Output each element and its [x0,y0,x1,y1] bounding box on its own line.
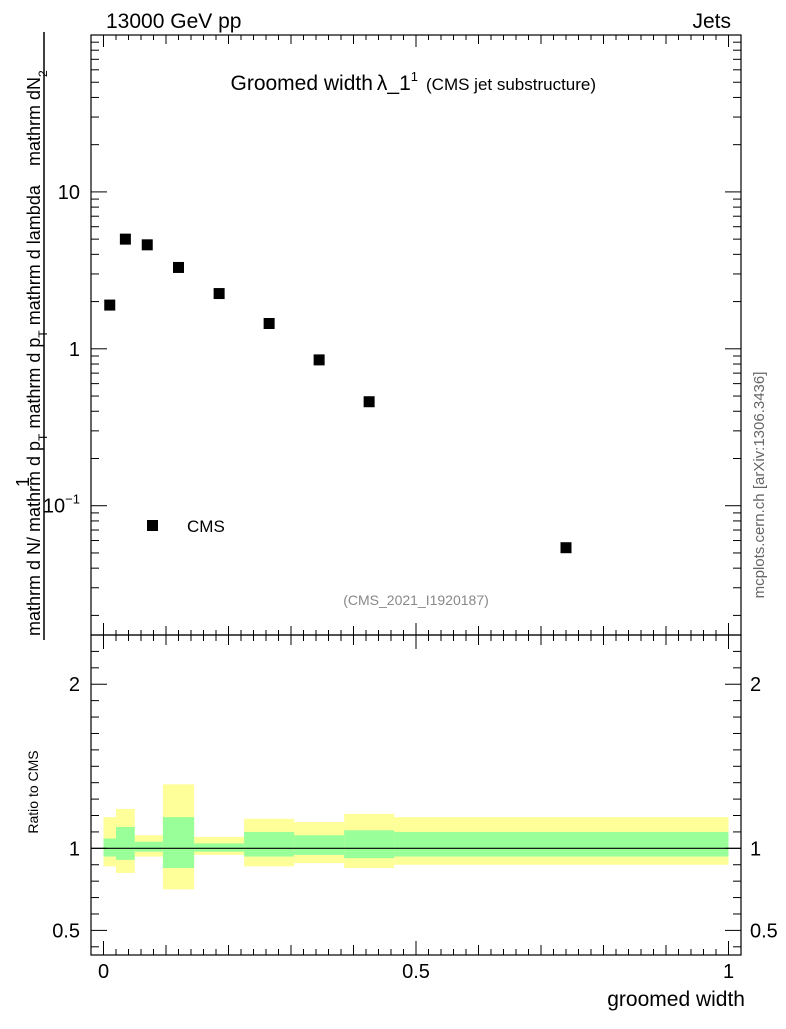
data-point [313,354,325,366]
ratio-panel-frame [90,634,742,956]
source-watermark: mcplots.cern.ch [arXiv:1306.3436] [751,372,768,599]
svg-text:mathrm d N/ mathrm d pT​ mathr: mathrm d N/ mathrm d pT​ mathrm d pT​ ma… [24,184,50,636]
analysis-tag: (CMS_2021_I1920187) [343,592,489,608]
x-tick-label: 1 [723,961,734,983]
data-point [363,396,375,408]
legend-label: CMS [187,517,225,536]
x-tick-label: 0 [98,961,109,983]
ratio-inner-band [244,831,295,857]
ratio-inner-band [194,843,245,852]
svg-text:mathrm dN2​: mathrm dN2​ [24,70,50,166]
ratio-inner-band [134,841,163,852]
data-point [560,542,572,554]
ratio-inner-band [116,827,135,860]
ratio-y-tick-label-right: 1 [750,838,761,860]
plot-subtitle: (CMS jet substructure) [426,75,596,94]
ratio-inner-band [394,831,729,857]
ratio-panel-ticks: 0.5 0.5 1 1 2 2 0 0.5 1 [52,635,778,983]
ratio-y-tick-label: 0.5 [52,920,80,942]
ratio-inner-band [103,838,116,857]
energy-label: 13000 GeV pp [106,10,241,33]
main-y-tick-label: 1 [69,339,80,361]
main-y-tick-label: 10 [58,182,80,204]
legend-marker [147,520,158,531]
main-panel-ticks: 10−1 1 10 [43,35,741,635]
ratio-y-tick-label-right: 0.5 [750,920,778,942]
data-point [104,299,116,311]
data-point [119,233,131,245]
data-point [173,261,184,273]
main-y-axis-label: 1 mathrm d N/ mathrm d pT​ mathrm d pT​ … [13,32,50,640]
main-y-tick-label: 10−1 [43,492,80,518]
main-panel-frame [90,34,742,636]
data-point [263,317,275,329]
plot-title: Groomed width λ_11 [231,69,419,95]
ratio-inner-band [162,817,195,869]
ratio-y-tick-label: 1 [69,838,80,860]
x-axis-label: groomed width [607,988,745,1011]
ratio-inner-band [294,835,345,855]
ratio-y-tick-label: 2 [69,674,80,696]
ratio-bands [103,784,729,890]
ratio-y-tick-label-right: 2 [750,674,761,696]
data-points [104,233,572,554]
ratio-inner-band [344,830,395,859]
ratio-y-axis-label: Ratio to CMS [25,750,41,833]
data-point [213,288,225,300]
svg-text:1: 1 [13,477,33,487]
data-point [141,239,153,251]
process-label: Jets [692,10,731,33]
x-tick-label: 0.5 [402,961,430,983]
